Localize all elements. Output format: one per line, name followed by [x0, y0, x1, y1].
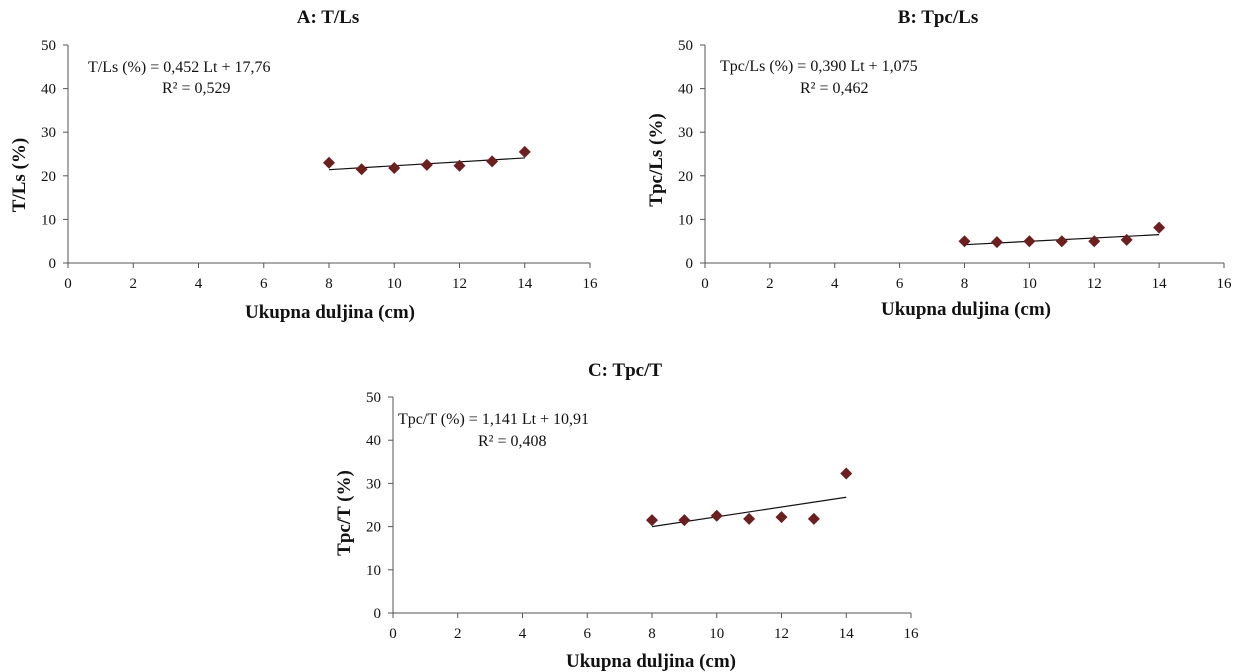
x-tick-label: 0	[64, 276, 72, 292]
x-tick-label: 4	[831, 276, 839, 292]
x-tick-label: 16	[1217, 276, 1233, 292]
x-tick-label: 16	[583, 276, 599, 292]
regression-equation: Tpc/Ls (%) = 0,390 Lt + 1,075	[720, 58, 918, 75]
y-tick-label: 30	[366, 476, 381, 492]
x-tick-label: 14	[839, 626, 855, 642]
x-tick-label: 0	[701, 276, 709, 292]
x-tick-label: 8	[648, 626, 656, 642]
y-tick-label: 30	[678, 125, 693, 141]
data-point	[646, 514, 658, 527]
data-point	[355, 163, 368, 176]
chart-panel-3: C: Tpc/T 0 10 20 30 40 50 0 2 4 6 8 10 12 14 16 Ukupna d…	[334, 360, 919, 672]
r-squared: R² = 0,462	[800, 80, 869, 97]
y-tick-label: 10	[678, 212, 693, 228]
data-point	[1088, 235, 1101, 248]
data-point	[1120, 233, 1133, 246]
y-tick-label: 20	[678, 169, 693, 185]
data-point	[453, 159, 466, 172]
data-point	[840, 467, 853, 480]
data-point	[678, 514, 691, 527]
data-point	[1153, 221, 1166, 234]
chart-panel-2: B: Tpc/Ls 0 10 20 30 40 50 0 2 4 6 8 10 12 14 16 Ukupna …	[646, 7, 1232, 320]
x-tick-label: 6	[260, 276, 268, 292]
y-axis-label: T/Ls (%)	[9, 138, 30, 212]
y-tick-label: 10	[41, 212, 56, 228]
y-tick-label: 0	[686, 256, 694, 272]
y-tick-label: 40	[678, 82, 693, 98]
x-tick-label: 4	[519, 626, 527, 642]
data-point	[486, 155, 499, 168]
y-tick-label: 40	[366, 433, 381, 449]
y-axis-label: Tpc/Ls (%)	[646, 113, 667, 206]
data-point	[958, 235, 971, 248]
chart-title: C: Tpc/T	[588, 360, 662, 381]
regression-equation: Tpc/T (%) = 1,141 Lt + 10,91	[398, 411, 589, 428]
y-tick-label: 40	[41, 82, 56, 98]
y-tick-label: 0	[49, 256, 57, 272]
y-tick-label: 50	[678, 38, 693, 54]
data-point	[775, 511, 788, 524]
x-axis-label: Ukupna duljina (cm)	[245, 302, 415, 323]
data-point	[420, 158, 433, 171]
data-point	[1055, 235, 1068, 248]
y-tick-label: 30	[41, 125, 56, 141]
x-tick-label: 8	[961, 276, 969, 292]
x-tick-label: 2	[130, 276, 138, 292]
x-axis-label: Ukupna duljina (cm)	[881, 299, 1051, 320]
x-tick-label: 14	[1152, 276, 1168, 292]
x-tick-label: 4	[195, 276, 203, 292]
x-tick-label: 12	[1087, 276, 1102, 292]
x-tick-label: 8	[325, 276, 333, 292]
x-tick-label: 12	[774, 626, 789, 642]
y-tick-label: 50	[41, 38, 56, 54]
r-squared: R² = 0,529	[162, 80, 231, 97]
data-point	[710, 509, 723, 522]
data-point	[323, 156, 335, 169]
data-point	[743, 512, 756, 525]
y-tick-label: 20	[366, 520, 381, 536]
x-tick-label: 16	[904, 626, 920, 642]
chart-panel-1: A: T/Ls 0 10 20 30 40 50 0 2 4 6 8 10 12 14 16 Ukupna du…	[9, 7, 598, 323]
x-tick-label: 2	[454, 626, 462, 642]
x-axis-label: Ukupna duljina (cm)	[566, 651, 736, 672]
y-tick-label: 50	[366, 390, 381, 406]
x-tick-label: 12	[452, 276, 467, 292]
regression-equation: T/Ls (%) = 0,452 Lt + 17,76	[88, 59, 270, 76]
x-tick-label: 6	[896, 276, 904, 292]
y-tick-label: 10	[366, 563, 381, 579]
r-squared: R² = 0,408	[478, 433, 547, 450]
y-axis-label: Tpc/T (%)	[334, 470, 355, 556]
x-tick-label: 0	[389, 626, 397, 642]
x-tick-label: 10	[1022, 276, 1037, 292]
data-point	[388, 161, 401, 174]
data-point	[1023, 235, 1036, 248]
x-tick-label: 14	[517, 276, 533, 292]
y-tick-label: 0	[374, 606, 382, 622]
data-point	[518, 145, 531, 158]
data-point	[807, 512, 820, 525]
data-point	[990, 236, 1003, 249]
x-tick-label: 2	[766, 276, 774, 292]
x-tick-label: 10	[709, 626, 724, 642]
x-tick-label: 6	[584, 626, 592, 642]
chart-title: B: Tpc/Ls	[898, 7, 978, 28]
chart-title: A: T/Ls	[297, 7, 359, 28]
y-tick-label: 20	[41, 169, 56, 185]
x-tick-label: 10	[387, 276, 402, 292]
